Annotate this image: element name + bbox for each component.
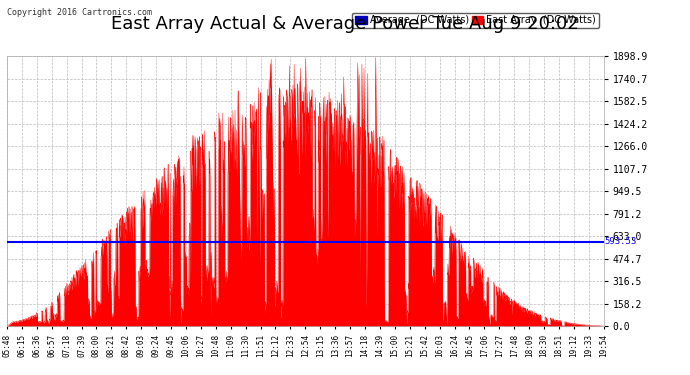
- Text: Copyright 2016 Cartronics.com: Copyright 2016 Cartronics.com: [7, 8, 152, 16]
- Text: 593.53: 593.53: [604, 237, 637, 246]
- Text: 593.53: 593.53: [0, 226, 2, 258]
- Legend: Average  (DC Watts), East Array  (DC Watts): Average (DC Watts), East Array (DC Watts…: [352, 12, 599, 28]
- Text: East Array Actual & Average Power Tue Aug 9 20:02: East Array Actual & Average Power Tue Au…: [111, 15, 579, 33]
